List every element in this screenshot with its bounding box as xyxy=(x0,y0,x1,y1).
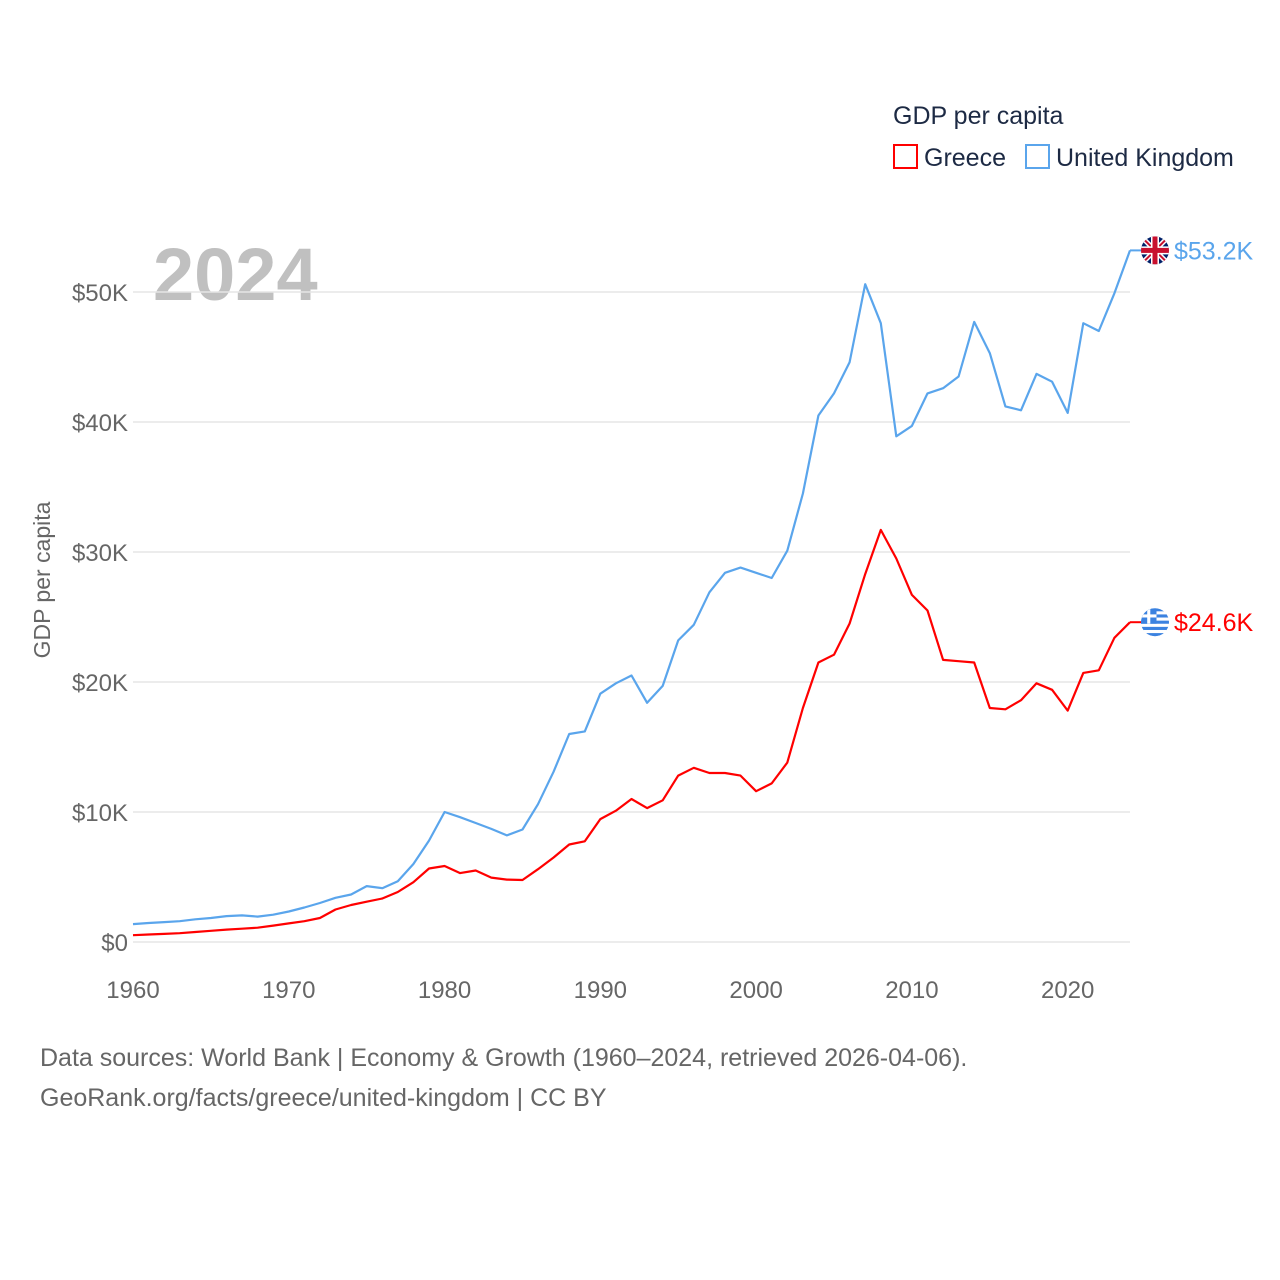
x-tick-label: 1980 xyxy=(418,977,471,1004)
x-tick-label: 2010 xyxy=(885,977,938,1004)
y-axis-label: GDP per capita xyxy=(29,501,55,658)
year-label: 2024 xyxy=(153,233,318,316)
y-tick-label: $0 xyxy=(101,930,128,957)
y-tick-label: $50K xyxy=(72,280,128,307)
x-tick-label: 2020 xyxy=(1041,977,1094,1004)
end-value-label: $53.2K xyxy=(1174,237,1254,265)
legend-item-greece[interactable]: Greece xyxy=(893,144,1006,172)
x-tick-label: 1970 xyxy=(262,977,315,1004)
y-tick-label: $40K xyxy=(72,410,128,437)
greece-flag-icon xyxy=(1141,608,1169,637)
y-tick-label: $20K xyxy=(72,670,128,697)
x-tick-label: 2000 xyxy=(729,977,782,1004)
series-line-greece xyxy=(132,528,1131,937)
legend-item-uk[interactable]: United Kingdom xyxy=(1025,144,1234,172)
x-tick-label: 1960 xyxy=(106,977,159,1004)
y-tick-label: $10K xyxy=(72,800,128,827)
legend-swatch-uk xyxy=(1025,144,1050,169)
legend-title: GDP per capita xyxy=(893,102,1064,130)
footer-sources: Data sources: World Bank | Economy & Gro… xyxy=(40,1044,968,1072)
legend-label-greece: Greece xyxy=(924,144,1006,172)
footer-attribution[interactable]: GeoRank.org/facts/greece/united-kingdom … xyxy=(40,1084,607,1112)
x-tick-label: 1990 xyxy=(574,977,627,1004)
end-value-label: $24.6K xyxy=(1174,609,1254,637)
legend-swatch-greece xyxy=(893,144,918,169)
series-line-united-kingdom xyxy=(132,250,1132,926)
y-tick-label: $30K xyxy=(72,540,128,567)
legend-label-uk: United Kingdom xyxy=(1056,144,1234,172)
gdp-line-chart: GDP per capita Greece United Kingdom 202… xyxy=(29,102,1254,1004)
uk-flag-icon xyxy=(1141,236,1169,265)
